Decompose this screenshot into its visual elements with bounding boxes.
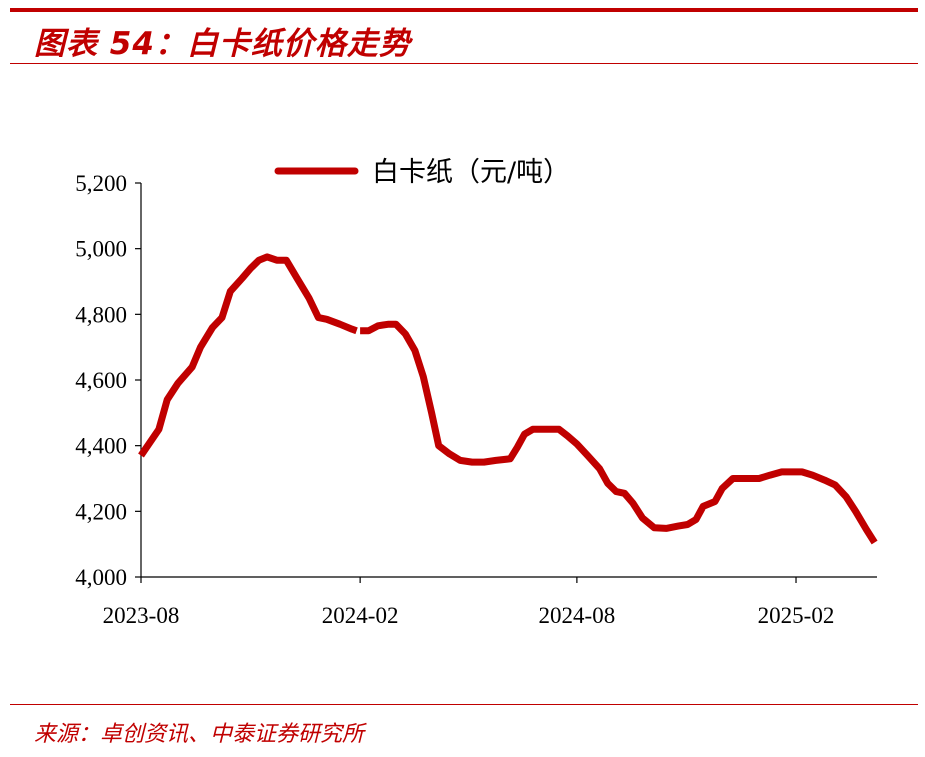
x-tick-label: 2025-02 [758, 603, 835, 628]
x-tick-label: 2024-08 [539, 603, 616, 628]
series-lines [138, 253, 878, 545]
y-axis-ticks: 4,000 4,200 4,400 4,600 4,800 5,000 5,200 [75, 171, 141, 590]
y-tick-label: 5,000 [75, 237, 127, 262]
title-rule [10, 63, 918, 64]
y-tick-label: 4,400 [75, 434, 127, 459]
y-tick-label: 4,200 [75, 499, 127, 524]
price-chart: 4,000 4,200 4,400 4,600 4,800 5,000 5,200 2023… [75, 157, 878, 628]
bottom-rule [10, 704, 918, 705]
x-tick-label: 2024-02 [322, 603, 399, 628]
source-note: 来源：卓创资讯、中泰证券研究所 [34, 722, 365, 747]
y-tick-label: 4,800 [75, 302, 127, 327]
series-line [138, 253, 358, 458]
y-tick-label: 5,200 [75, 171, 127, 196]
y-tick-label: 4,000 [75, 565, 127, 590]
legend-label: 白卡纸（元/吨） [372, 157, 570, 188]
top-rule [10, 8, 918, 12]
chart-axes [140, 183, 877, 578]
chart-legend: 白卡纸（元/吨） [274, 157, 570, 188]
x-tick-label: 2023-08 [103, 603, 180, 628]
page-title: 图表 54：白卡纸价格走势 [34, 26, 411, 62]
x-axis-ticks: 2023-08 2024-02 2024-08 2025-02 [103, 577, 835, 628]
y-tick-label: 4,600 [75, 368, 127, 393]
series-line [360, 320, 878, 545]
